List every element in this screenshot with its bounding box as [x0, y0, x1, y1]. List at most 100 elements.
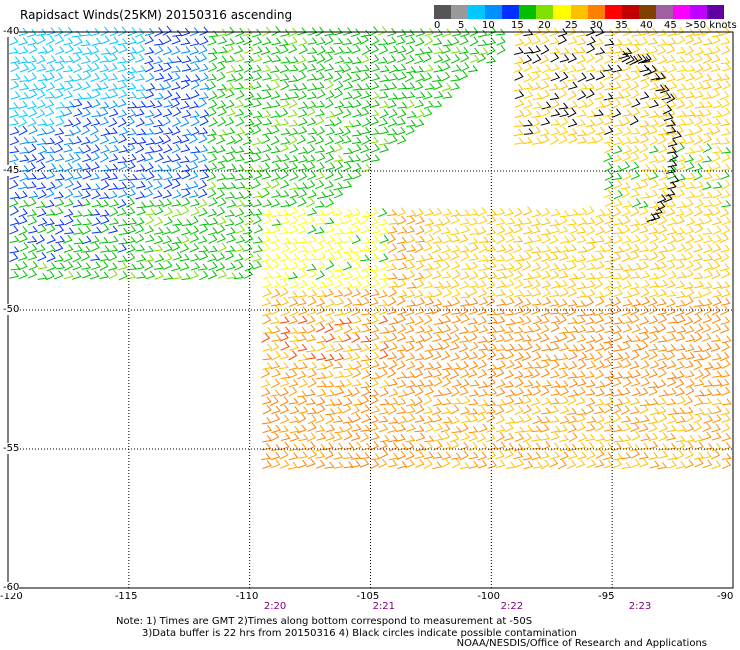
- wind-barb: [649, 460, 660, 469]
- wind-barb: [460, 415, 471, 424]
- wind-barb: [334, 308, 345, 317]
- wind-barb: [325, 145, 335, 155]
- wind-barb: [415, 254, 426, 263]
- wind-barb: [369, 116, 380, 126]
- wind-barb: [541, 252, 551, 263]
- wind-barb: [171, 143, 181, 154]
- wind-barb: [324, 461, 335, 469]
- wind-barb: [486, 45, 496, 56]
- wind-barb: [369, 395, 379, 405]
- wind-barb: [189, 225, 200, 235]
- wind-barb: [468, 208, 479, 216]
- wind-barb: [540, 117, 551, 126]
- wind-barb: [666, 100, 677, 109]
- wind-barb: [262, 127, 272, 136]
- wind-barb: [225, 146, 236, 155]
- wind-barb: [279, 44, 289, 55]
- wind-barb: [172, 172, 182, 181]
- wind-barb: [379, 341, 390, 352]
- wind-barb: [604, 262, 615, 270]
- wind-barb: [631, 29, 642, 37]
- wind-barb: [702, 54, 713, 64]
- wind-barb: [244, 250, 254, 261]
- wind-barb: [603, 70, 613, 81]
- wind-barb: [531, 361, 542, 369]
- wind-barb: [244, 216, 254, 226]
- wind-barb: [100, 180, 110, 191]
- wind-barb: [630, 206, 640, 217]
- wind-barb: [658, 233, 668, 244]
- wind-barb: [19, 242, 29, 252]
- wind-barb: [657, 288, 667, 297]
- wind-barb: [154, 126, 164, 135]
- wind-barb: [243, 147, 254, 155]
- wind-barb: [694, 70, 704, 81]
- wind-barb: [432, 406, 442, 416]
- wind-barb: [145, 72, 155, 83]
- wind-barb: [666, 254, 677, 263]
- wind-barb: [532, 332, 542, 342]
- wind-barb: [432, 224, 442, 235]
- wind-barb: [136, 173, 147, 181]
- wind-barb: [504, 442, 515, 452]
- wind-barb: [711, 352, 722, 361]
- wind-barb: [307, 37, 318, 45]
- wind-barb: [99, 135, 110, 145]
- wind-barb: [468, 398, 479, 406]
- wind-barb: [640, 279, 650, 289]
- wind-barb: [377, 299, 388, 307]
- wind-barb: [44, 99, 55, 109]
- wind-barb: [667, 134, 677, 145]
- wind-barb: [361, 442, 372, 451]
- wind-barb: [477, 306, 487, 316]
- wind-barb: [576, 343, 586, 352]
- wind-barb: [378, 91, 389, 99]
- wind-barb: [648, 369, 658, 379]
- wind-barb: [37, 251, 47, 262]
- wind-barb: [332, 208, 343, 216]
- wind-barb: [370, 154, 381, 162]
- wind-barb: [594, 133, 604, 144]
- wind-barb: [316, 53, 326, 64]
- wind-barb: [270, 378, 281, 389]
- wind-barb: [325, 224, 335, 234]
- wind-barb: [90, 183, 101, 191]
- wind-barb: [541, 101, 552, 110]
- wind-barb: [334, 268, 344, 279]
- wind-barb: [595, 433, 606, 442]
- wind-barb: [721, 414, 731, 423]
- wind-barb: [505, 404, 515, 414]
- wind-barb: [278, 279, 289, 289]
- wind-barb: [80, 125, 90, 136]
- wind-barb: [206, 81, 217, 91]
- wind-barb: [478, 325, 489, 334]
- wind-barb: [127, 173, 138, 181]
- wind-barb: [181, 63, 192, 72]
- wind-barb: [388, 435, 399, 443]
- wind-barb: [280, 237, 291, 245]
- wind-barb: [28, 125, 38, 135]
- wind-barb: [54, 198, 65, 207]
- wind-barb: [431, 75, 442, 82]
- wind-barb: [144, 162, 154, 172]
- wind-barb: [621, 461, 632, 470]
- wind-barb: [297, 326, 308, 334]
- wind-barb: [262, 90, 272, 100]
- wind-barb: [441, 324, 452, 334]
- wind-barb: [207, 47, 218, 55]
- wind-barb: [685, 343, 695, 352]
- wind-barb: [81, 235, 92, 245]
- wind-barb: [324, 98, 334, 109]
- wind-barb: [18, 46, 29, 55]
- wind-barb: [514, 370, 524, 379]
- wind-barb: [703, 235, 713, 244]
- wind-barb: [163, 179, 173, 190]
- wind-barb: [559, 116, 569, 127]
- wind-barb: [360, 244, 371, 252]
- wind-barb: [108, 89, 119, 99]
- wind-barb: [639, 253, 650, 261]
- wind-barb: [433, 90, 444, 99]
- wind-barb: [235, 224, 246, 234]
- wind-barb: [666, 377, 677, 387]
- wind-barb: [316, 335, 327, 344]
